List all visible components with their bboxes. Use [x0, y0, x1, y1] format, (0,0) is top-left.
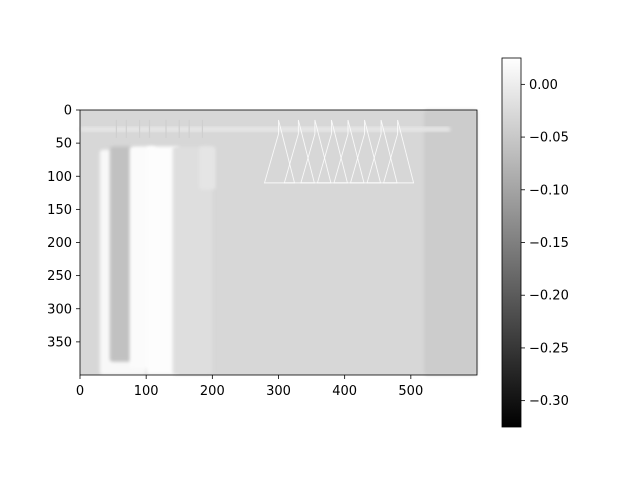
colorbar-tick-label: −0.10 [529, 183, 569, 198]
colorbar-tick-label: −0.05 [529, 131, 569, 146]
colorbar-tick-label: −0.30 [529, 394, 569, 409]
hanger-icon [316, 119, 349, 184]
x-tick-label: 500 [398, 384, 423, 399]
colorbar-tick-label: −0.20 [529, 289, 569, 304]
x-tick-label: 200 [200, 384, 225, 399]
hanger-icon [383, 119, 415, 184]
y-tick-label: 150 [47, 203, 72, 218]
heatmap-image [79, 109, 478, 376]
hangers [115, 119, 415, 184]
y-tick-label: 0 [64, 104, 72, 119]
hanger-icon [283, 119, 315, 184]
hanger-icon [300, 119, 332, 184]
image-clothing [199, 146, 216, 190]
hanger-icon [263, 119, 296, 184]
y-tick-label: 250 [47, 269, 72, 284]
colorbar-tick-label: 0.00 [529, 78, 558, 93]
hanger-icon [333, 119, 365, 184]
x-tick-label: 100 [134, 384, 159, 399]
image-rail [80, 126, 451, 132]
image-clothing [109, 146, 133, 362]
y-axis: 0 50 100 150 200 250 300 350 [47, 104, 80, 350]
y-tick-label: 300 [47, 302, 72, 317]
image-clothing [146, 146, 180, 375]
y-tick-label: 200 [47, 236, 72, 251]
x-tick-label: 300 [266, 384, 291, 399]
y-tick-label: 350 [47, 335, 72, 350]
x-tick-label: 0 [76, 384, 84, 399]
colorbar-tick-label: −0.15 [529, 236, 569, 251]
colorbar-tick-label: −0.25 [529, 341, 569, 356]
hanger-icon [366, 119, 398, 184]
colorbar-gradient [501, 57, 522, 428]
x-axis: 0 100 200 300 400 500 [76, 375, 423, 399]
colorbar: 0.00 −0.05 −0.10 −0.15 −0.20 −0.25 −0.30 [501, 57, 569, 428]
image-clothing [172, 146, 213, 375]
y-tick-label: 100 [47, 170, 72, 185]
image-wall-panel [424, 110, 477, 375]
y-tick-label: 50 [55, 137, 72, 152]
hanger-icon [349, 119, 382, 184]
colorbar-ticks: 0.00 −0.05 −0.10 −0.15 −0.20 −0.25 −0.30 [521, 78, 569, 409]
x-tick-label: 400 [332, 384, 357, 399]
